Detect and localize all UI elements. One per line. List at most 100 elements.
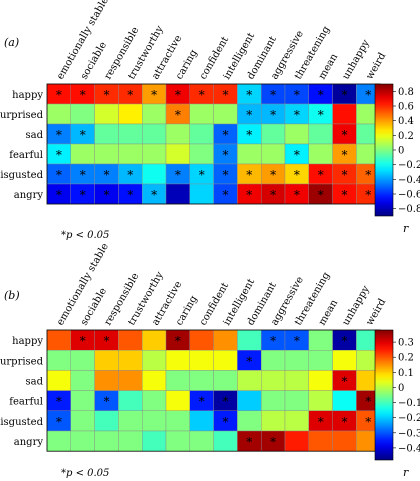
- significance-star: *: [294, 88, 300, 102]
- heatmap-cell: [94, 370, 119, 391]
- colorbar-tick-label: −0.8: [398, 204, 420, 215]
- heatmap-cell: [141, 103, 167, 125]
- significance-star: *: [56, 168, 62, 182]
- heatmap-cell: [308, 143, 333, 165]
- significance-star: *: [318, 168, 324, 182]
- heatmap-cell: [308, 430, 333, 452]
- heatmap-cell: [308, 390, 333, 412]
- significance-star: *: [56, 395, 62, 409]
- colorbar-label: r: [403, 466, 409, 479]
- significance-star: *: [175, 108, 181, 122]
- significance-star: *: [294, 168, 300, 182]
- heatmap-cell: [165, 123, 190, 145]
- heatmap-cell: [284, 430, 309, 452]
- significance-star: *: [342, 334, 348, 348]
- significance-star: *: [56, 148, 62, 162]
- significance-star: *: [318, 188, 324, 202]
- significance-star: *: [246, 354, 252, 368]
- heatmap-cell: [118, 350, 143, 371]
- colorbar-tick-label: 0.1: [398, 368, 414, 379]
- significance-star: *: [223, 188, 229, 202]
- significance-star: *: [294, 108, 300, 122]
- row-label: happy: [12, 336, 43, 347]
- significance-star: *: [270, 334, 276, 348]
- significance-star: *: [294, 188, 300, 202]
- panel-label: (a): [4, 36, 19, 49]
- significance-star: *: [365, 188, 371, 202]
- heatmap-cell: [118, 370, 143, 391]
- heatmap-cell: [261, 350, 286, 371]
- heatmap-panel-a: (a) * * * * * * * * * * * * * * * * * * * * * * * * * * * * * * * * * * * * *…: [0, 0, 420, 241]
- heatmap-cell: [261, 143, 286, 165]
- significance-star: *: [80, 168, 86, 182]
- colorbar-tick-label: −0.6: [398, 190, 420, 201]
- row-label: surprised: [0, 110, 44, 121]
- heatmap-cell: [70, 370, 95, 391]
- colorbar-label: r: [403, 222, 409, 235]
- significance-star: *: [342, 88, 348, 102]
- colorbar-tick-label: 0.3: [398, 338, 414, 349]
- significance-star: *: [223, 88, 229, 102]
- significance-star: *: [365, 168, 371, 182]
- heatmap-cell: [94, 350, 119, 371]
- heatmap-cell: [308, 329, 333, 351]
- row-label: sad: [26, 130, 44, 141]
- significance-star: *: [104, 88, 110, 102]
- heatmap-cell: [308, 350, 333, 371]
- colorbar-tick-label: 0.2: [398, 353, 414, 364]
- significance-star: *: [270, 188, 276, 202]
- heatmap-panel-b: (b) * * * * * * * * * * * * * * * * * * * * happy surprised sad…: [0, 241, 420, 479]
- significance-star: *: [223, 415, 229, 429]
- significance-star: *: [56, 188, 62, 202]
- heatmap-cell: [332, 430, 357, 452]
- heatmap-cell: [189, 370, 214, 391]
- significance-star: *: [318, 88, 324, 102]
- heatmap-cell: [141, 390, 167, 412]
- significance-star: *: [246, 88, 252, 102]
- colorbar: [374, 329, 394, 461]
- heatmap-cell: [141, 163, 167, 185]
- row-label: happy: [12, 90, 43, 101]
- heatmap-cell: [141, 123, 167, 145]
- heatmap-cell: [332, 390, 357, 412]
- significance-star: *: [246, 168, 252, 182]
- panel-label: (b): [4, 289, 20, 302]
- significance-star: *: [318, 415, 324, 429]
- significance-star: *: [223, 168, 229, 182]
- significance-star: *: [127, 168, 133, 182]
- significance-star: *: [175, 334, 181, 348]
- significance-star: *: [104, 334, 110, 348]
- row-label: fearful: [9, 150, 43, 161]
- heatmap-cell: [94, 123, 119, 145]
- heatmap-cell: [213, 430, 238, 452]
- heatmap-cell: [118, 329, 143, 351]
- colorbar-tick-label: 0: [398, 383, 404, 394]
- heatmap-cell: [284, 370, 309, 391]
- significance-note: *p < 0.05: [61, 468, 109, 479]
- heatmap-cell: [70, 350, 95, 371]
- heatmap-cell: [94, 103, 119, 125]
- heatmap-cell: [189, 183, 214, 205]
- colorbar-tick-label: −0.2: [398, 413, 420, 424]
- column-label: caring: [174, 293, 200, 327]
- colorbar-tick-label: −0.3: [398, 428, 420, 439]
- heatmap-cell: [46, 430, 71, 452]
- heatmap-cell: [165, 370, 190, 391]
- row-label: angry: [14, 437, 44, 448]
- significance-star: *: [199, 88, 205, 102]
- significance-star: *: [365, 395, 371, 409]
- heatmap-cell: [189, 143, 214, 165]
- significance-star: *: [223, 128, 229, 142]
- significance-star: *: [342, 128, 348, 142]
- heatmap-cell: [189, 410, 214, 432]
- colorbar: [374, 83, 394, 217]
- heatmap-cell: [261, 123, 286, 145]
- heatmap-cell: [118, 143, 143, 165]
- significance-star: *: [80, 334, 86, 348]
- heatmap-cell: [284, 410, 309, 432]
- colorbar-tick-label: 0.4: [398, 116, 414, 127]
- significance-star: *: [270, 108, 276, 122]
- heatmap-cell: [284, 390, 309, 412]
- column-label: weird: [364, 50, 388, 81]
